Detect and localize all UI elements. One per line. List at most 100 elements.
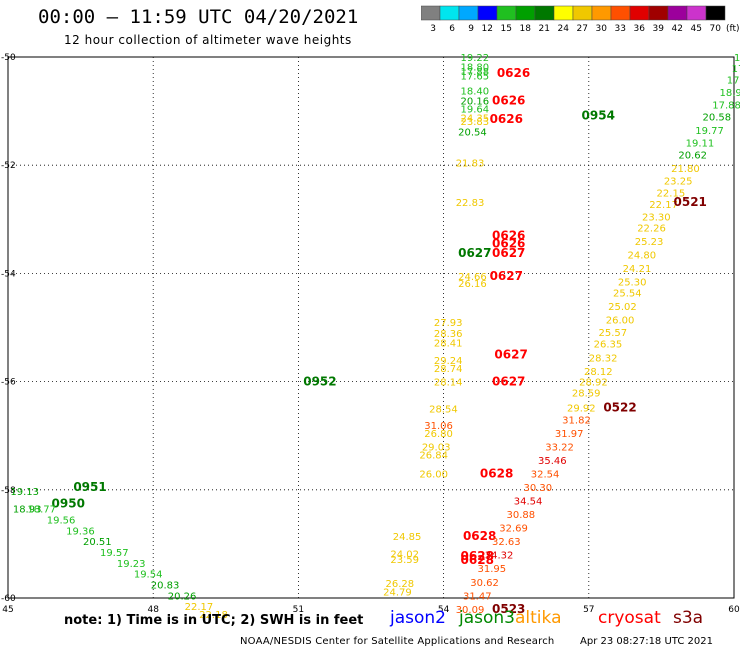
x-tick-label: 51 — [293, 605, 304, 615]
wave-height-label: 22.26 — [637, 223, 666, 234]
sat-label-altika: altika — [515, 608, 562, 628]
y-tick-label: -50 — [1, 53, 16, 63]
wave-height-label: 24.02 — [390, 550, 419, 561]
wave-height-label: 28.14 — [434, 378, 463, 389]
wave-height-label: 18.77 — [27, 505, 56, 516]
wave-height-label: 25.57 — [598, 328, 627, 339]
wave-height-label: 30.88 — [507, 510, 536, 521]
wave-height-label: 28.92 — [579, 378, 608, 389]
credit-text: NOAA/NESDIS Center for Satellite Applica… — [240, 636, 555, 647]
wave-height-label: 17.88 — [461, 67, 490, 78]
legend-tick-label: 45 — [691, 24, 702, 34]
wave-height-label: 23.83 — [461, 117, 490, 128]
legend-tick-label: 9 — [468, 24, 474, 34]
wave-height-label: 22.17 — [649, 200, 678, 211]
wave-height-label: 19.22 — [461, 53, 490, 64]
pass-time-label: 0627 — [494, 348, 527, 362]
y-tick-label: -58 — [1, 486, 16, 496]
legend-tick-label: 24 — [558, 24, 570, 34]
pass-time-label: 0628 — [480, 467, 513, 481]
wave-height-label: 30.30 — [523, 483, 552, 494]
pass-time-label: 0522 — [603, 401, 636, 415]
wave-height-label: 19.23 — [117, 559, 146, 570]
color-legend: 3 6 9 12 15 18 21 24 27 30 33 36 39 42 45 70 (ft) — [421, 5, 740, 34]
wave-height-label: 28.59 — [572, 388, 601, 399]
x-tick-label: 48 — [147, 605, 159, 615]
legend-tick-label: 33 — [615, 24, 626, 34]
sat-label-cryosat: cryosat — [598, 608, 661, 628]
wave-height-label: 29.24 — [434, 356, 463, 367]
legend-tick-label: 70 — [710, 24, 722, 34]
legend-tick-label: 12 — [482, 24, 493, 34]
wave-height-label: 19.13 — [10, 487, 39, 498]
wave-height-label: 28.41 — [434, 339, 463, 350]
pass-time-label: 0521 — [674, 195, 707, 209]
wave-height-label: 33.22 — [545, 443, 574, 454]
wave-height-label: 20.16 — [461, 96, 490, 107]
pass-time-label: 0628 — [463, 529, 496, 543]
timestamp-text: Apr 23 08:27:18 UTC 2021 — [580, 636, 713, 647]
x-tick-label: 45 — [2, 605, 13, 615]
wave-height-label: 26.80 — [424, 429, 453, 440]
pass-time-label: 0951 — [73, 480, 106, 494]
wave-height-label: 31.97 — [555, 429, 584, 440]
wave-height-label: 17.65 — [461, 71, 490, 82]
pass-time-label: 0627 — [492, 246, 525, 260]
sat-label-jason3: jason3 — [459, 608, 515, 628]
wave-height-label: 18.91 — [719, 88, 740, 99]
page-title: 00:00 – 11:59 UTC 04/20/2021 — [38, 6, 359, 28]
wave-height-label: 31.47 — [463, 591, 492, 602]
legend-tick-label: 42 — [672, 24, 683, 34]
wave-height-label: 31.06 — [424, 421, 453, 432]
wave-height-label: 25.30 — [618, 278, 647, 289]
legend-tick-label: 15 — [501, 24, 512, 34]
wave-height-label: 24.80 — [628, 250, 657, 261]
wave-height-label: 18.93 — [13, 505, 42, 516]
wave-height-label: 22.83 — [456, 198, 485, 209]
legend-tick-label: 6 — [449, 24, 455, 34]
wave-height-label: 24.85 — [393, 532, 422, 543]
pass-time-label: 0950 — [52, 496, 85, 510]
wave-height-label: 31.82 — [562, 415, 591, 426]
legend-unit: (ft) — [726, 24, 740, 34]
wave-height-label: 24.66 — [458, 272, 487, 283]
wave-height-label: 22.15 — [657, 188, 686, 199]
x-tick-label: 60 — [728, 605, 740, 615]
wave-height-label: 22.18 — [199, 610, 228, 621]
wave-height-label: 23.30 — [642, 213, 671, 224]
wave-height-label: 18.40 — [461, 87, 490, 98]
wave-height-label: 20.58 — [703, 113, 732, 124]
wave-height-label: 18.80 — [461, 63, 490, 74]
pass-time-label: 0626 — [497, 66, 530, 80]
wave-height-label: 32.69 — [499, 524, 528, 535]
wave-height-label: 32.54 — [531, 470, 560, 481]
wave-height-label: 25.02 — [608, 302, 637, 313]
wave-height-label: 19.54 — [134, 570, 163, 581]
legend-swatch — [705, 5, 726, 21]
y-tick-label: -54 — [1, 269, 16, 279]
wave-height-label: 17.09 — [727, 76, 740, 87]
wave-height-label: 32.63 — [492, 537, 521, 548]
footer-note: note: 1) Time is in UTC; 2) SWH is in fe… — [64, 613, 364, 628]
wave-height-label: 27.93 — [434, 318, 463, 329]
wave-height-label: 28.12 — [584, 367, 613, 378]
wave-height-label: 24.79 — [383, 588, 412, 599]
wave-height-label: 28.54 — [429, 405, 458, 416]
y-tick-label: -56 — [1, 378, 16, 388]
wave-height-label: 17.88 — [712, 101, 740, 112]
y-tick-label: -52 — [1, 161, 16, 171]
wave-height-label: 28.36 — [434, 329, 463, 340]
wave-height-label: 26.00 — [419, 470, 448, 481]
wave-height-label: 35.46 — [538, 456, 567, 467]
wave-height-label: 20.26 — [168, 591, 197, 602]
legend-tick-label: 18 — [520, 24, 532, 34]
wave-height-label: 20.54 — [458, 128, 487, 139]
pass-time-label: 0626 — [492, 237, 525, 251]
pass-time-label: 0523 — [492, 602, 525, 616]
wave-height-label: 19.56 — [47, 516, 76, 527]
legend-tick-label: 27 — [577, 24, 588, 34]
wave-height-label: 20.83 — [151, 580, 180, 591]
pass-time-label: 0952 — [303, 375, 336, 389]
wave-height-label: 19.64 — [461, 104, 490, 115]
